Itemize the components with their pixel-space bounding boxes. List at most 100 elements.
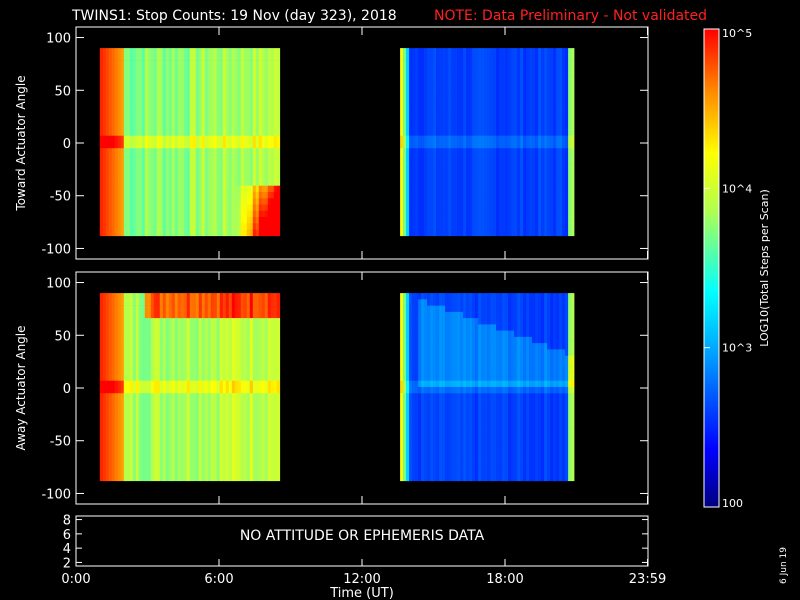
- heatmap-cell: [186, 324, 191, 331]
- heatmap-cell: [421, 229, 425, 237]
- heatmap-cell: [180, 418, 185, 425]
- heatmap-cell: [231, 66, 236, 74]
- heatmap-cell: [222, 418, 227, 425]
- heatmap-cell: [180, 173, 185, 180]
- heatmap-cell: [183, 179, 188, 187]
- heatmap-cell: [117, 355, 122, 363]
- heatmap-cell: [556, 129, 560, 136]
- heatmap-cell: [186, 154, 191, 162]
- heatmap-cell: [421, 79, 425, 86]
- heatmap-cell: [204, 449, 209, 457]
- heatmap-cell: [487, 192, 491, 199]
- heatmap-cell: [111, 116, 116, 124]
- heatmap-cell: [156, 204, 161, 212]
- heatmap-cell: [195, 85, 200, 93]
- heatmap-cell: [535, 204, 539, 212]
- heatmap-cell: [508, 110, 512, 118]
- heatmap-cell: [198, 449, 203, 457]
- heatmap-cell: [258, 73, 263, 80]
- heatmap-cell: [240, 79, 245, 86]
- heatmap-cell: [400, 60, 404, 68]
- heatmap-cell: [553, 192, 557, 199]
- heatmap-cell: [415, 160, 419, 168]
- heatmap-cell: [120, 424, 125, 432]
- heatmap-cell: [195, 368, 200, 375]
- heatmap-cell: [225, 229, 230, 237]
- heatmap-cell: [117, 173, 122, 180]
- heatmap-cell: [541, 85, 545, 93]
- heatmap-cell: [231, 104, 236, 111]
- heatmap-cell: [276, 179, 281, 187]
- heatmap-cell: [484, 210, 488, 218]
- heatmap-cell: [138, 393, 143, 400]
- heatmap-cell: [508, 135, 512, 143]
- heatmap-cell: [276, 104, 281, 111]
- heatmap-cell: [177, 98, 182, 105]
- heatmap-cell: [171, 380, 176, 388]
- heatmap-cell: [105, 141, 110, 149]
- heatmap-cell: [264, 154, 269, 162]
- heatmap-cell: [129, 210, 134, 218]
- heatmap-cell: [261, 135, 266, 143]
- heatmap-cell: [231, 223, 236, 230]
- heatmap-cell: [159, 330, 164, 338]
- heatmap-cell: [222, 54, 227, 61]
- heatmap-cell: [237, 135, 242, 143]
- heatmap-cell: [541, 210, 545, 218]
- heatmap-cell: [153, 173, 158, 180]
- heatmap-cell: [156, 318, 161, 325]
- heatmap-cell: [273, 192, 278, 199]
- heatmap-cell: [162, 343, 167, 350]
- heatmap-cell: [228, 455, 233, 463]
- heatmap-cell: [270, 173, 275, 180]
- heatmap-cell: [535, 135, 539, 143]
- heatmap-cell: [192, 223, 197, 230]
- heatmap-cell: [138, 116, 143, 124]
- heatmap-cell: [126, 79, 131, 86]
- heatmap-cell: [493, 79, 497, 86]
- heatmap-cell: [153, 468, 158, 475]
- heatmap-cell: [156, 98, 161, 105]
- heatmap-cell: [439, 204, 443, 212]
- heatmap-cell: [255, 135, 260, 143]
- heatmap-cell: [141, 192, 146, 199]
- heatmap-cell: [225, 349, 230, 356]
- heatmap-cell: [159, 229, 164, 237]
- heatmap-cell: [165, 60, 170, 68]
- heatmap-cell: [135, 336, 140, 344]
- heatmap-cell: [484, 160, 488, 168]
- heatmap-cell: [174, 418, 179, 425]
- heatmap-cell: [222, 167, 227, 174]
- heatmap-cell: [406, 54, 410, 61]
- heatmap-cell: [276, 223, 281, 230]
- heatmap-cell: [201, 336, 206, 344]
- heatmap-cell: [484, 185, 488, 193]
- heatmap-cell: [123, 443, 128, 450]
- heatmap-cell: [159, 405, 164, 413]
- heatmap-cell: [216, 437, 221, 444]
- heatmap-cell: [481, 173, 485, 180]
- heatmap-cell: [255, 185, 260, 193]
- heatmap-cell: [258, 141, 263, 149]
- heatmap-cell: [451, 48, 455, 55]
- heatmap-cell: [565, 79, 569, 86]
- heatmap-cell: [508, 85, 512, 93]
- heatmap-cell: [481, 123, 485, 130]
- heatmap-cell: [108, 462, 113, 469]
- heatmap-cell: [255, 60, 260, 68]
- heatmap-cell: [192, 48, 197, 55]
- heatmap-cell: [448, 129, 452, 136]
- heatmap-cell: [514, 110, 518, 118]
- heatmap-cell: [406, 204, 410, 212]
- heatmap-cell: [102, 123, 107, 130]
- heatmap-cell: [231, 405, 236, 413]
- heatmap-cell: [418, 173, 422, 180]
- heatmap-cell: [117, 179, 122, 187]
- heatmap-cell: [174, 311, 179, 319]
- heatmap-cell: [126, 192, 131, 199]
- heatmap-cell: [102, 54, 107, 61]
- heatmap-cell: [505, 135, 509, 143]
- heatmap-cell: [225, 405, 230, 413]
- heatmap-cell: [216, 217, 221, 224]
- heatmap-cell: [207, 311, 212, 319]
